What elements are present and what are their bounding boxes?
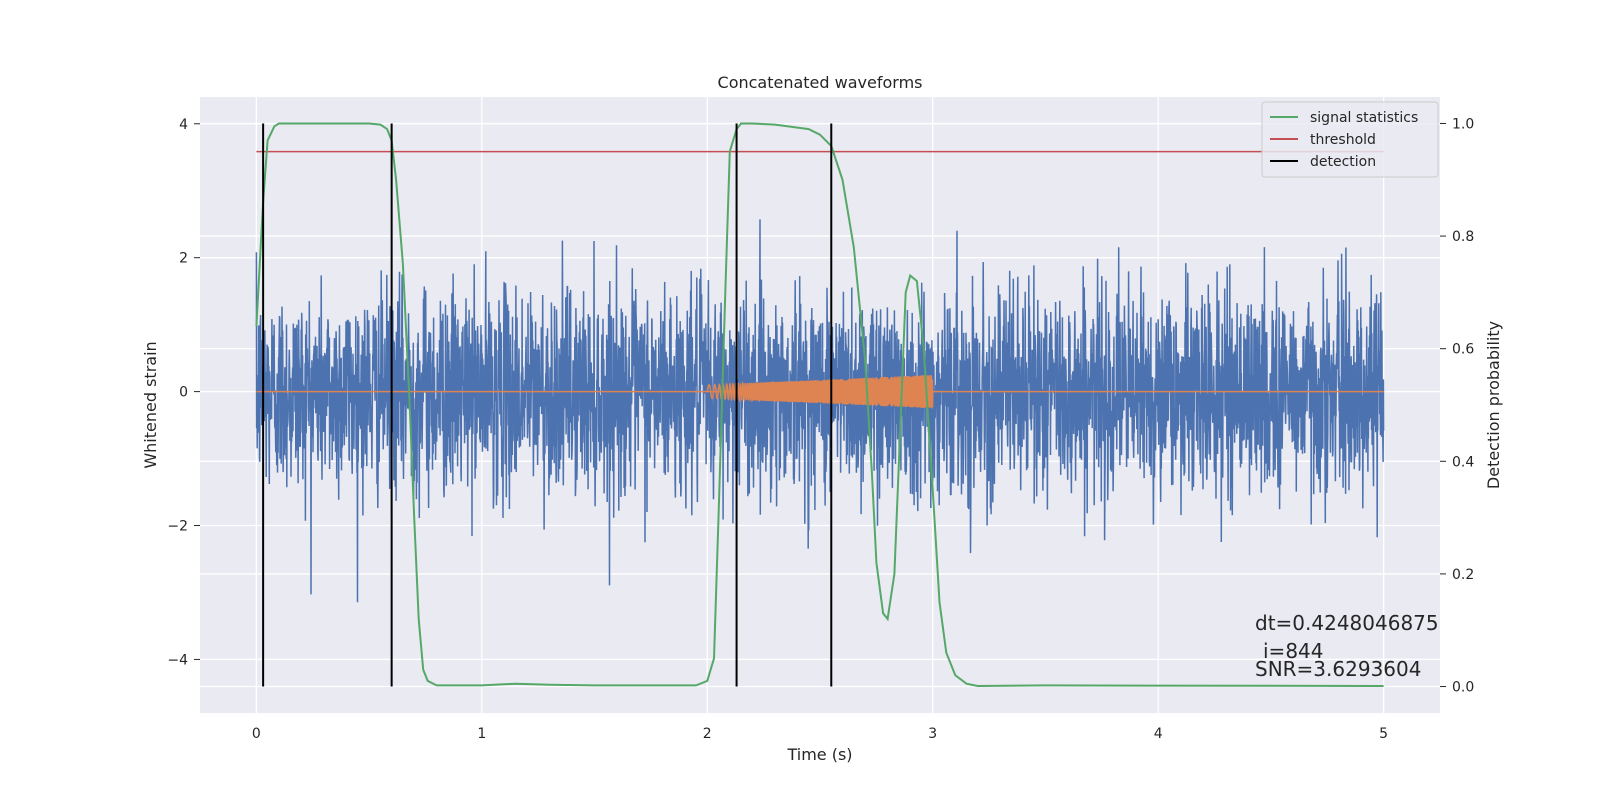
x-axis-ticks: 0 1 2 3 4 5	[252, 726, 1388, 742]
annotation-snr: SNR=3.6293604	[1255, 657, 1421, 681]
y2-tick-label: 0.2	[1452, 567, 1474, 583]
strain-noise-series	[255, 219, 1385, 603]
legend: signal statistics threshold detection	[1261, 101, 1439, 178]
x-tick-label: 5	[1379, 726, 1388, 742]
y2-axis-ticks: 0.0 0.2 0.4 0.6 0.8 1.0	[1440, 116, 1474, 696]
y2-tick-label: 0.0	[1452, 680, 1474, 696]
annotation-dt: dt=0.4248046875	[1255, 611, 1439, 635]
y2-tick-label: 1.0	[1452, 116, 1474, 132]
y-tick-label: −2	[167, 519, 188, 535]
y2-axis-label: Detection probability	[1484, 321, 1503, 489]
legend-label-detection: detection	[1310, 154, 1376, 170]
x-tick-label: 4	[1154, 726, 1163, 742]
legend-box	[1261, 101, 1439, 178]
x-tick-label: 1	[477, 726, 486, 742]
y-tick-label: 4	[179, 117, 188, 133]
y2-tick-label: 0.8	[1452, 229, 1474, 245]
y-tick-label: −4	[167, 652, 188, 668]
annotation-i: i=844	[1263, 639, 1324, 663]
x-tick-label: 3	[928, 726, 937, 742]
injected-waveform-series	[706, 374, 934, 409]
y-axis-ticks: −4 −2 0 2 4	[167, 117, 200, 668]
signal-statistics-series	[255, 122, 1384, 688]
x-tick-label: 0	[252, 726, 261, 742]
legend-label-signal-statistics: signal statistics	[1310, 110, 1418, 126]
legend-label-threshold: threshold	[1310, 132, 1376, 148]
detection-lines	[262, 123, 833, 687]
chart-title: Concatenated waveforms	[718, 73, 923, 92]
x-tick-label: 2	[703, 726, 712, 742]
plot-content	[255, 122, 1385, 688]
y-tick-label: 0	[179, 385, 188, 401]
y2-tick-label: 0.6	[1452, 342, 1474, 358]
y-axis-label: Whitened strain	[141, 341, 160, 468]
x-axis-label: Time (s)	[786, 745, 852, 764]
y-tick-label: 2	[179, 251, 188, 267]
y2-tick-label: 0.4	[1452, 454, 1474, 470]
